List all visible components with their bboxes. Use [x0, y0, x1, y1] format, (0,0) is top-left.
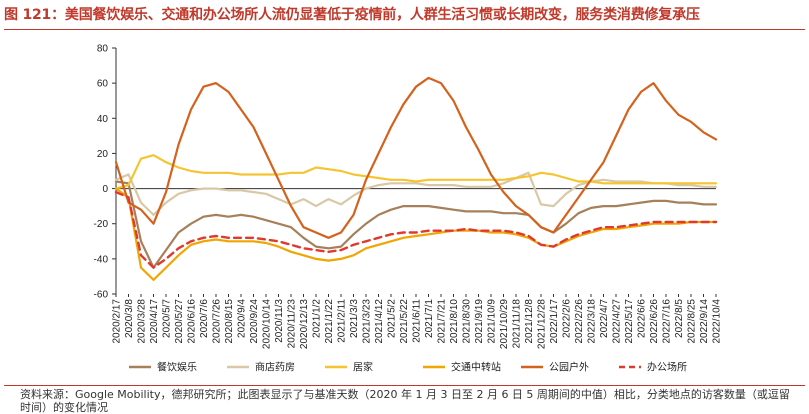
footnote-rule — [4, 385, 805, 386]
y-tick-label: -60 — [94, 290, 109, 301]
y-tick-label: -20 — [94, 219, 109, 230]
x-tick-label: 2022/5/17 — [624, 299, 635, 344]
series-line-parks — [114, 76, 718, 239]
legend: 餐饮娱乐 商店药房 居家 交通中转站 公园户外 办公场所 — [129, 361, 687, 374]
plot-area — [114, 76, 718, 281]
x-tick-label: 2020/10/14 — [262, 299, 273, 349]
x-tick-label: 2022/8/25 — [687, 299, 698, 344]
x-tick-label: 2020/11/3 — [274, 299, 285, 343]
x-tick-label: 2020/5/7 — [162, 299, 173, 338]
series-line-pharmacy — [114, 171, 718, 216]
x-tick-label: 2020/9/4 — [237, 299, 248, 338]
x-tick-label: 2022/1/17 — [549, 299, 560, 344]
x-tick-label: 2020/6/16 — [187, 299, 198, 344]
x-tick-label: 2020/9/24 — [249, 299, 260, 344]
axes: -60 -40 -20 0 20 40 60 80 — [94, 44, 716, 301]
x-tick-label: 2022/2/6 — [562, 299, 573, 338]
x-tick-label: 2022/6/26 — [649, 299, 660, 344]
x-tick-label: 2020/7/6 — [199, 299, 210, 338]
x-tick-label: 2020/8/15 — [224, 299, 235, 344]
x-tick-label: 2021/8/10 — [449, 299, 460, 344]
x-tick-label: 2021/5/22 — [399, 299, 410, 344]
x-tick-label: 2020/3/8 — [124, 299, 135, 338]
x-tick-label: 2020/2/17 — [112, 299, 123, 344]
legend-label-transit: 交通中转站 — [451, 361, 501, 374]
y-tick-label: 60 — [97, 79, 109, 90]
x-tick-label: 2022/9/14 — [699, 299, 710, 344]
x-tick-label: 2021/2/11 — [337, 299, 348, 343]
x-tick-label: 2021/11/18 — [512, 299, 523, 349]
x-tick-label: 2020/7/26 — [212, 299, 223, 344]
x-tick-label: 2022/7/16 — [662, 299, 673, 344]
source-footnote: 资料来源：Google Mobility，德邦研究所；此图表显示了与基准天数（2… — [20, 388, 790, 414]
series-line-workplaces — [114, 190, 718, 269]
x-tick-label: 2020/11/23 — [287, 299, 298, 349]
x-tick-label: 2021/8/30 — [462, 299, 473, 344]
x-tick-label: 2022/10/4 — [712, 299, 723, 344]
x-tick-label: 2021/1/2 — [312, 299, 323, 338]
x-tick-label: 2021/9/19 — [474, 299, 485, 344]
series-line-restaurants — [114, 180, 718, 269]
y-tick-label: -40 — [94, 254, 109, 265]
x-tick-label: 2022/4/7 — [599, 299, 610, 338]
x-tick-label: 2022/4/27 — [612, 299, 623, 344]
legend-label-parks: 公园户外 — [549, 361, 589, 374]
legend-label-pharmacy: 商店药房 — [255, 361, 295, 374]
x-tick-label: 2021/1/22 — [324, 299, 335, 344]
x-tick-label: 2020/5/27 — [174, 299, 185, 344]
y-tick-label: 0 — [102, 184, 108, 195]
x-tick-label: 2021/7/1 — [424, 299, 435, 338]
legend-label-workplaces: 办公场所 — [647, 361, 687, 374]
x-tick-label: 2021/10/29 — [499, 299, 510, 349]
x-tick-label: 2021/3/23 — [362, 299, 373, 344]
series-line-residential — [114, 154, 718, 190]
y-tick-label: 40 — [97, 114, 109, 125]
x-tick-label: 2021/4/12 — [374, 299, 385, 344]
x-tick-label: 2022/6/6 — [637, 299, 648, 338]
series-line-transit — [114, 187, 718, 281]
title-rule — [4, 29, 805, 30]
x-tick-label: 2021/6/11 — [412, 299, 423, 343]
x-tick-label: 2021/5/2 — [387, 299, 398, 338]
x-tick-label: 2022/2/26 — [574, 299, 585, 344]
chart-title: 图 121：美国餐饮娱乐、交通和办公场所人流仍显著低于疫情前，人群生活习惯或长期… — [4, 7, 700, 23]
x-tick-label: 2021/10/9 — [487, 299, 498, 344]
x-tick-label: 2020/4/17 — [149, 299, 160, 344]
x-tick-label: 2022/3/18 — [587, 299, 598, 344]
y-tick-label: 80 — [97, 44, 109, 55]
x-tick-label: 2021/12/8 — [524, 299, 535, 344]
x-tick-label: 2021/3/3 — [349, 299, 360, 338]
x-tick-label: 2021/12/28 — [537, 299, 548, 349]
y-tick-label: 20 — [97, 149, 109, 160]
x-axis-labels: 2020/2/17 2020/3/8 2020/3/28 2020/4/17 2020/… — [112, 294, 723, 349]
x-tick-label: 2020/12/13 — [299, 299, 310, 349]
legend-label-residential: 居家 — [353, 361, 373, 374]
x-tick-label: 2021/7/21 — [437, 299, 448, 344]
x-tick-label: 2020/3/28 — [137, 299, 148, 344]
x-tick-label: 2022/8/5 — [674, 299, 685, 338]
legend-label-restaurants: 餐饮娱乐 — [157, 361, 197, 374]
